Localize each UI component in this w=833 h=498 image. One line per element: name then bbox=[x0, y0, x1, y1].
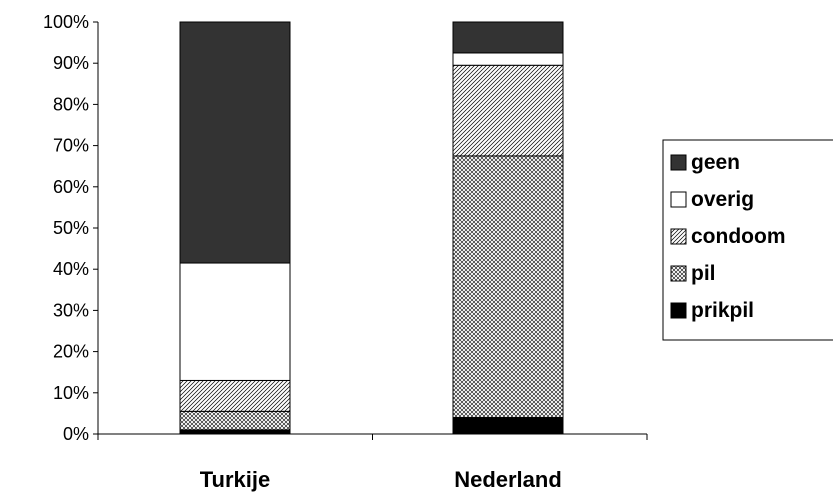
legend-box bbox=[662, 139, 833, 341]
legend-swatch-overig bbox=[670, 191, 687, 208]
legend-swatch-geen bbox=[670, 154, 687, 171]
legend-label-geen: geen bbox=[691, 151, 740, 174]
y-tick-label: 10% bbox=[53, 383, 89, 403]
y-tick-label: 0% bbox=[63, 424, 89, 444]
legend-label-overig: overig bbox=[691, 188, 754, 211]
y-tick-label: 50% bbox=[53, 218, 89, 238]
bar-segment-prikpil-turkije bbox=[179, 429, 291, 435]
axes-layer: 0% 10% 20% 30% 40% 50% 60% 70% 80% 90% 100% Turkije… bbox=[43, 12, 648, 492]
legend-swatch-pil bbox=[670, 265, 687, 282]
bar-segment-overig-nederland bbox=[452, 52, 564, 66]
bar-segment-geen-turkije bbox=[179, 21, 291, 264]
x-category-label: Turkije bbox=[200, 467, 271, 492]
y-tick-label: 20% bbox=[53, 342, 89, 362]
bar-segment-condoom-turkije bbox=[179, 379, 291, 412]
legend-label-condoom: condoom bbox=[691, 225, 786, 248]
x-category-label: Nederland bbox=[454, 467, 562, 492]
bar-segment-overig-turkije bbox=[179, 262, 291, 381]
legend-swatch-condoom bbox=[670, 228, 687, 245]
y-tick-label: 60% bbox=[53, 177, 89, 197]
legend-label-pil: pil bbox=[691, 262, 716, 285]
bar-segment-pil-turkije bbox=[179, 410, 291, 431]
y-tick-label: 70% bbox=[53, 136, 89, 156]
bar-segment-geen-nederland bbox=[452, 21, 564, 54]
y-tick-label: 90% bbox=[53, 53, 89, 73]
y-tick-label: 80% bbox=[53, 94, 89, 114]
y-tick-label: 100% bbox=[43, 12, 89, 32]
bar-segment-pil-nederland bbox=[452, 155, 564, 419]
y-tick-label: 30% bbox=[53, 300, 89, 320]
bar-segment-condoom-nederland bbox=[452, 64, 564, 157]
legend-label-prikpil: prikpil bbox=[691, 299, 754, 322]
bar-segment-prikpil-nederland bbox=[452, 417, 564, 435]
legend-swatch-prikpil bbox=[670, 302, 687, 319]
bars-layer bbox=[179, 21, 564, 435]
y-tick-label: 40% bbox=[53, 259, 89, 279]
legend: geen overig condoom pil prikpil bbox=[662, 139, 833, 341]
